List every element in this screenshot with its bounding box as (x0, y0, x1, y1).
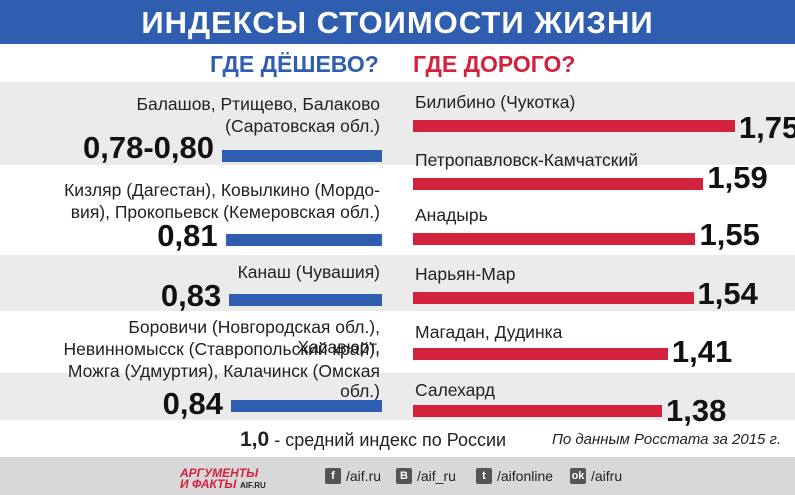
expensive-value: 1,55 (699, 217, 760, 252)
page-title: ИНДЕКСЫ СТОИМОСТИ ЖИЗНИ (141, 5, 654, 40)
expensive-bar (413, 120, 735, 132)
aif-logo[interactable]: АРГУМЕНТЫ И ФАКТЫ AIF.RU (178, 466, 288, 490)
vk-icon: B (396, 468, 412, 484)
twitter-link[interactable]: t/aifonline (476, 465, 553, 487)
cheap-value: 0,78-0,80 (83, 130, 214, 165)
cheap-label-line: Невинномысск (Ставропольский край), (63, 339, 380, 359)
expensive-value: 1,38 (666, 393, 727, 428)
expensive-label: Салехард (415, 380, 495, 400)
facebook-icon: f (325, 468, 341, 484)
average-text: - средний индекс по России (269, 430, 507, 450)
expensive-bar (413, 292, 694, 304)
expensive-value: 1,41 (671, 334, 733, 369)
cheap-label-line: Балашов, Ртищево, Балаково (136, 94, 381, 114)
cheap-bar (231, 400, 382, 412)
row-band (0, 373, 795, 420)
expensive-label: Петропавловск-Камчатский (415, 150, 638, 170)
expensive-bar (413, 348, 668, 360)
cheap-header: ГДЕ ДЁШЕВО? (210, 51, 379, 77)
vk-link[interactable]: B/aif_ru (396, 465, 456, 487)
expensive-header: ГДЕ ДОРОГО? (413, 51, 576, 77)
expensive-label: Анадырь (415, 205, 488, 225)
expensive-value: 1,75 (738, 110, 795, 145)
expensive-label: Нарьян-Мар (415, 264, 516, 284)
cheap-bar (225, 234, 382, 246)
source-note: По данным Росстата за 2015 г. (552, 431, 782, 448)
expensive-bar (413, 178, 704, 190)
cheap-value: 0,84 (162, 386, 223, 421)
odnoklassniki-link[interactable]: ok/aifru (570, 465, 622, 487)
cheap-label-line: Можга (Удмуртия), Калачинск (Омская обл.… (67, 361, 380, 401)
twitter-link-label: /aifonline (497, 468, 554, 484)
cheap-label-line: (Саратовская обл.) (225, 116, 380, 136)
logo-site: AIF.RU (240, 481, 266, 490)
twitter-icon: t (476, 468, 492, 484)
average-box (223, 424, 543, 454)
logo-line1: АРГУМЕНТЫ (179, 466, 259, 480)
cheap-label-line: Боровичи (Новгородская обл.), Хасавюрт, (128, 317, 380, 357)
logo-line2: И ФАКТЫ (180, 477, 237, 490)
cheap-bar (222, 150, 382, 162)
cheap-value: 0,81 (157, 218, 218, 253)
cheap-label-line: Канаш (Чувашия) (237, 262, 380, 282)
facebook-link-label: /aif.ru (346, 468, 382, 484)
odnoklassniki-icon: ok (570, 468, 586, 484)
vk-link-label: /aif_ru (417, 468, 456, 484)
facebook-link[interactable]: f/aif.ru (325, 465, 381, 487)
cheap-label-line: Кизляр (Дагестан), Ковылкино (Мордо- (64, 180, 380, 200)
odnoklassniki-link-label: /aifru (591, 468, 623, 484)
cheap-label-line: вия), Прокопьевск (Кемеровская обл.) (70, 202, 380, 222)
expensive-value: 1,59 (707, 160, 768, 195)
expensive-label: Билибино (Чукотка) (415, 92, 576, 112)
title-bar (0, 0, 795, 44)
average-note: 1,0 - средний индекс по России (240, 428, 506, 452)
average-value: 1,0 (240, 428, 270, 451)
cheap-value: 0,83 (160, 278, 222, 313)
cheap-bar (229, 294, 382, 306)
expensive-bar (413, 405, 662, 417)
expensive-value: 1,54 (697, 276, 758, 311)
expensive-bar (413, 233, 696, 245)
expensive-label: Магадан, Дудинка (415, 322, 563, 342)
